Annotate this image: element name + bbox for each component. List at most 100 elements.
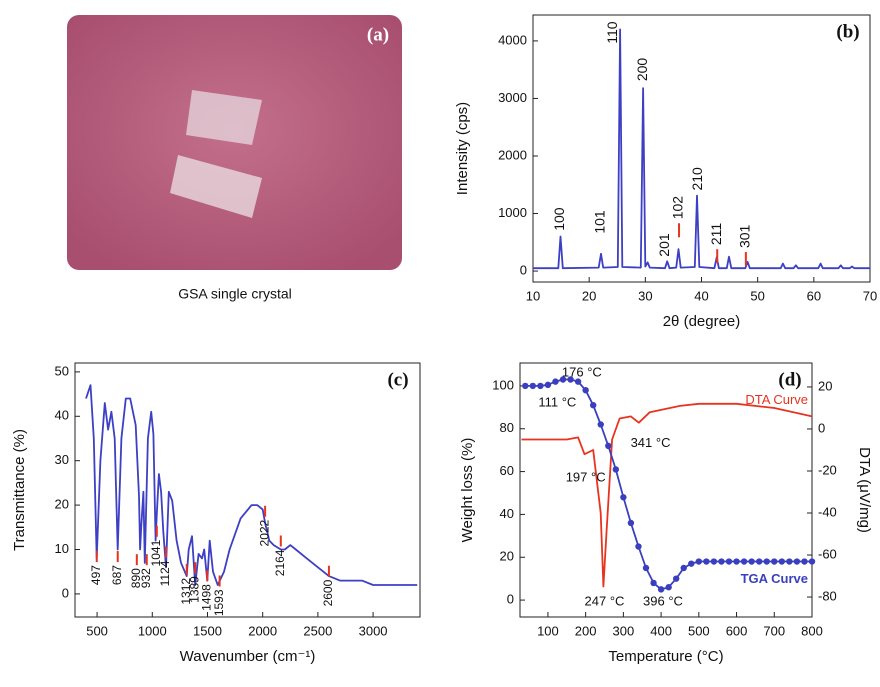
data-point: [733, 558, 739, 564]
panel-label: (d): [778, 369, 801, 390]
plot-frame: [533, 15, 870, 282]
y-tick-label: 0: [507, 592, 514, 607]
y-tick-label: 2000: [498, 147, 527, 162]
data-point: [809, 558, 815, 564]
panel-label: (c): [387, 369, 408, 390]
annotation: 176 °C: [562, 365, 602, 380]
data-point: [764, 558, 770, 564]
x-tick-label: 500: [688, 623, 710, 638]
data-point: [794, 558, 800, 564]
peak-label: 932: [139, 568, 153, 588]
data-point: [718, 558, 724, 564]
data-line: [86, 385, 417, 585]
x-axis-label: 2θ (degree): [663, 313, 741, 330]
peak-label: 2600: [321, 579, 335, 606]
peak-label: 200: [634, 58, 650, 82]
y2-tick-label: -40: [818, 504, 837, 519]
x-tick-label: 600: [726, 623, 748, 638]
peak-label: 100: [551, 207, 567, 231]
x-tick-label: 30: [638, 288, 652, 303]
data-point: [598, 421, 604, 427]
data-point: [613, 466, 619, 472]
data-point: [620, 494, 626, 500]
data-point: [635, 543, 641, 549]
x-tick-label: 70: [863, 288, 877, 303]
y2-tick-label: 20: [818, 378, 832, 393]
data-point: [530, 383, 536, 389]
x-tick-label: 200: [575, 623, 597, 638]
peak-label: 210: [689, 167, 705, 191]
data-point: [665, 584, 671, 590]
data-point: [628, 520, 634, 526]
peak-label: 1593: [212, 589, 226, 616]
peak-label: 110: [604, 21, 620, 44]
y-tick-label: 30: [55, 452, 69, 467]
plot-frame: [75, 363, 420, 617]
peak-label: 497: [89, 565, 103, 585]
data-point: [590, 402, 596, 408]
x-axis-label: Temperature (°C): [608, 648, 723, 665]
annotation: 247 °C: [585, 594, 625, 609]
x-tick-label: 20: [582, 288, 596, 303]
peak-label: 687: [110, 565, 124, 585]
series-label: DTA Curve: [745, 392, 808, 407]
x-tick-label: 40: [694, 288, 708, 303]
data-point: [756, 558, 762, 564]
data-point: [741, 558, 747, 564]
peak-label: 201: [656, 233, 672, 257]
y2-axis-label: DTA (μV/mg): [856, 447, 873, 533]
y-tick-label: 80: [500, 420, 514, 435]
series-label: TGA Curve: [741, 571, 808, 586]
y-tick-label: 1000: [498, 205, 527, 220]
y-axis-label: Intensity (cps): [454, 102, 471, 195]
x-tick-label: 2000: [248, 623, 277, 638]
data-point: [711, 558, 717, 564]
data-point: [786, 558, 792, 564]
y-tick-label: 3000: [498, 90, 527, 105]
peak-label: 2164: [273, 549, 287, 576]
x-tick-label: 800: [801, 623, 823, 638]
x-tick-label: 3000: [359, 623, 388, 638]
peak-label: 211: [708, 223, 724, 246]
y-axis-label: Transmittance (%): [11, 429, 28, 551]
y2-tick-label: 0: [818, 420, 825, 435]
y-tick-label: 60: [500, 463, 514, 478]
y2-tick-label: -20: [818, 462, 837, 477]
annotation: 111 °C: [538, 394, 576, 409]
x-axis-label: Wavenumber (cm⁻¹): [180, 648, 316, 665]
data-point: [771, 558, 777, 564]
data-point: [748, 558, 754, 564]
data-point: [801, 558, 807, 564]
y2-tick-label: -60: [818, 546, 837, 561]
data-point: [582, 387, 588, 393]
data-point: [658, 586, 664, 592]
x-tick-label: 100: [537, 623, 559, 638]
x-tick-label: 2500: [303, 623, 332, 638]
y-tick-label: 40: [55, 408, 69, 423]
data-point: [545, 382, 551, 388]
y-tick-label: 20: [55, 497, 69, 512]
data-point: [643, 565, 649, 571]
x-tick-label: 10: [526, 288, 540, 303]
y-tick-label: 40: [500, 506, 514, 521]
x-tick-label: 700: [763, 623, 785, 638]
y-tick-label: 50: [55, 363, 69, 378]
data-point: [779, 558, 785, 564]
data-point: [650, 580, 656, 586]
peak-label: 101: [592, 210, 608, 234]
y-tick-label: 100: [492, 377, 514, 392]
annotation: 341 °C: [631, 435, 671, 450]
x-tick-label: 500: [86, 623, 108, 638]
x-tick-label: 300: [613, 623, 635, 638]
x-tick-label: 1000: [138, 623, 167, 638]
panel-label: (b): [836, 21, 859, 42]
y-tick-label: 4000: [498, 32, 527, 47]
data-point: [605, 443, 611, 449]
x-tick-label: 1500: [193, 623, 222, 638]
data-point: [703, 558, 709, 564]
data-point: [537, 383, 543, 389]
data-point: [726, 558, 732, 564]
annotation: 197 °C: [566, 469, 606, 484]
peak-label: 102: [670, 196, 686, 220]
y-tick-label: 10: [55, 541, 69, 556]
